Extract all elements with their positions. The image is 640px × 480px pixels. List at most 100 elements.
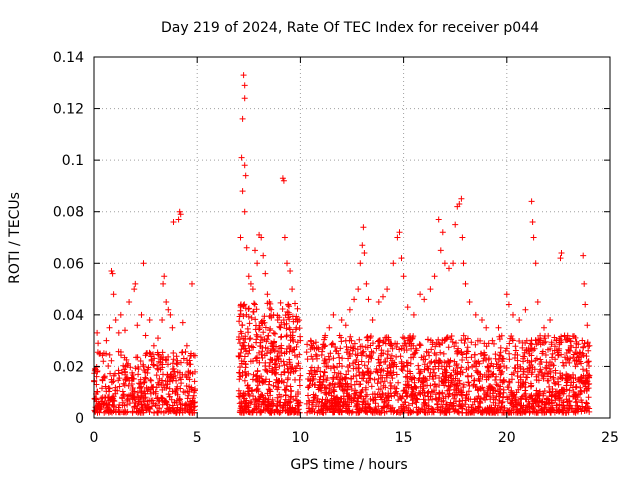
- data-point: [287, 361, 293, 368]
- data-point: [534, 395, 541, 402]
- data-point: [308, 401, 315, 408]
- data-point: [398, 395, 405, 402]
- data-point: [161, 273, 168, 280]
- data-point: [370, 340, 376, 347]
- data-point: [309, 356, 316, 363]
- data-point: [531, 366, 538, 373]
- data-point: [454, 377, 461, 384]
- data-point: [404, 337, 411, 344]
- data-point: [296, 382, 303, 389]
- data-point: [312, 351, 319, 358]
- data-point: [106, 324, 113, 331]
- data-point: [436, 375, 443, 381]
- data-point: [248, 398, 255, 405]
- data-point: [188, 385, 195, 392]
- data-point: [433, 396, 440, 403]
- data-point: [351, 394, 358, 401]
- data-point: [354, 401, 361, 408]
- data-point: [185, 392, 192, 399]
- data-point: [473, 396, 479, 402]
- data-point: [406, 340, 413, 347]
- data-point: [475, 386, 482, 393]
- data-point: [538, 359, 545, 365]
- data-point: [288, 387, 295, 394]
- data-point: [565, 346, 572, 353]
- data-point: [189, 280, 195, 287]
- data-point: [396, 229, 403, 236]
- data-point: [235, 353, 242, 360]
- data-point: [468, 339, 475, 346]
- data-point: [477, 337, 484, 344]
- data-point: [263, 376, 269, 383]
- data-point: [382, 384, 389, 391]
- data-point: [290, 368, 297, 375]
- data-point: [127, 392, 134, 399]
- data-point: [365, 296, 372, 303]
- data-point: [447, 373, 454, 379]
- data-point: [327, 365, 334, 372]
- data-point: [394, 234, 401, 241]
- data-point: [339, 363, 345, 370]
- data-point: [99, 385, 105, 392]
- data-point: [183, 342, 190, 349]
- data-point: [534, 299, 541, 305]
- data-point: [561, 332, 568, 339]
- data-point: [508, 387, 515, 394]
- data-point: [472, 311, 479, 318]
- data-point: [371, 406, 377, 413]
- data-point: [142, 374, 149, 381]
- data-point: [295, 389, 301, 395]
- data-point: [282, 396, 289, 403]
- data-point: [236, 318, 243, 325]
- data-point: [551, 379, 558, 386]
- data-point: [120, 380, 127, 387]
- data-point: [340, 399, 347, 406]
- data-point: [584, 322, 591, 329]
- data-point: [448, 402, 455, 409]
- data-point: [98, 398, 105, 405]
- data-point: [334, 364, 341, 371]
- data-point: [400, 363, 406, 370]
- data-point: [319, 348, 326, 355]
- data-point: [483, 376, 490, 383]
- data-point: [497, 406, 504, 413]
- data-point: [160, 371, 166, 378]
- data-point: [440, 350, 447, 357]
- data-point: [357, 260, 364, 267]
- data-point: [160, 280, 167, 287]
- data-point: [265, 381, 272, 388]
- data-point: [583, 353, 590, 360]
- data-point: [143, 407, 150, 414]
- data-point: [238, 409, 245, 416]
- data-point: [443, 409, 450, 416]
- data-point: [131, 403, 138, 410]
- data-point: [364, 401, 371, 408]
- data-point: [435, 216, 442, 223]
- data-point: [446, 265, 452, 272]
- data-point: [127, 364, 134, 371]
- data-point: [517, 365, 524, 372]
- data-point: [260, 406, 267, 413]
- data-point: [245, 273, 252, 280]
- data-point: [567, 374, 574, 381]
- data-point: [258, 391, 265, 398]
- data-point: [241, 95, 248, 102]
- data-point: [572, 396, 579, 402]
- data-point: [548, 406, 555, 413]
- data-point: [173, 397, 180, 404]
- data-point: [187, 361, 194, 368]
- data-point: [292, 300, 298, 307]
- data-point: [430, 366, 437, 373]
- data-point: [586, 374, 592, 381]
- data-point: [303, 349, 310, 356]
- data-point: [511, 364, 518, 371]
- data-point: [252, 326, 259, 333]
- data-point: [451, 395, 458, 402]
- data-point: [525, 345, 532, 352]
- data-point: [442, 393, 449, 400]
- data-point: [277, 324, 284, 331]
- data-point: [144, 401, 151, 408]
- data-point: [105, 409, 112, 416]
- data-point: [553, 337, 560, 344]
- data-point: [373, 345, 380, 352]
